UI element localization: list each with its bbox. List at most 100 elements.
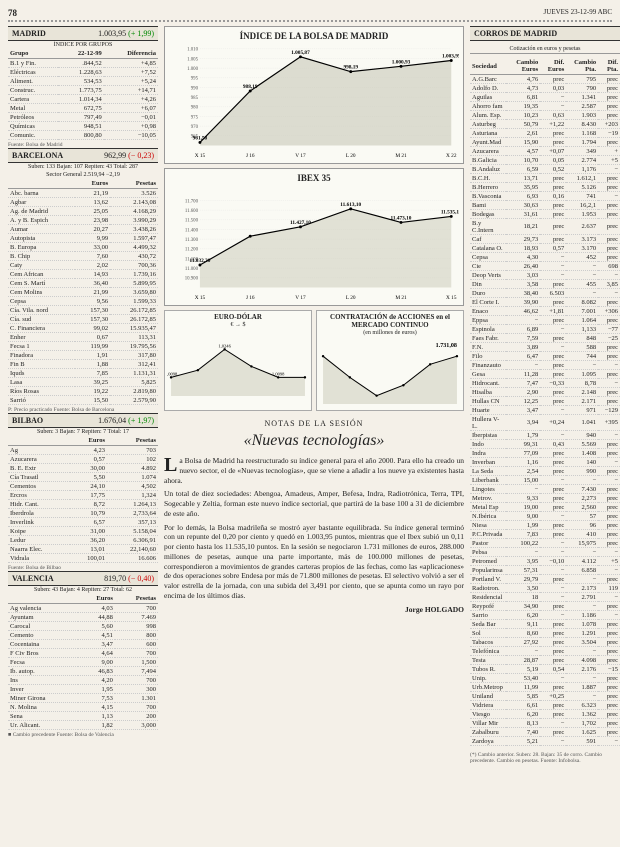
table-row: Ayuntam44,887.469 (8, 613, 158, 622)
table-row: Popularinsa57,31−6.858− (470, 566, 620, 575)
table-row: Cía Trasatl5,501.074 (8, 473, 158, 482)
table-row: El Corte I.39,90prec8.082prec (470, 298, 620, 307)
valencia-sub: Suben: 43 Bajan: 4 Repiten: 27 Total: 62 (8, 586, 158, 594)
table-row: Autopista9,991.597,47 (8, 234, 158, 243)
madrid-head: MADRID1.003,95 (+ 1,99) (8, 26, 158, 41)
table-row: Uniland5,85+0,25−prec (470, 692, 620, 701)
svg-text:11.535,10: 11.535,10 (441, 210, 459, 216)
table-row: Enher0,67113,31 (8, 333, 158, 342)
table-row: Viesgo6,20prec1.362prec (470, 710, 620, 719)
table-row: Sarrio6,20−1.186− (470, 611, 620, 620)
table-row: Tabacos27,92prec3.504prec (470, 638, 620, 647)
svg-text:985: 985 (191, 96, 199, 101)
table-row: Cementos24,104,502 (8, 482, 158, 491)
table-row: Cem S. Martí36,405.899,95 (8, 279, 158, 288)
svg-text:M 21: M 21 (395, 295, 407, 301)
corros-footnote: (*) Cambio anterior. Suben: 28. Bajan: 3… (470, 752, 620, 764)
table-row: La Seda2,54prec990prec (470, 467, 620, 476)
svg-text:V 17: V 17 (295, 295, 306, 301)
svg-text:975: 975 (191, 115, 199, 120)
table-row: N.Ibérica9,00−57prec (470, 512, 620, 521)
table-row: Caty2,02700,36 (8, 261, 158, 270)
table-row: Miner Girona7,531.301 (8, 694, 158, 703)
svg-text:L 20: L 20 (346, 153, 356, 159)
table-row: Tubos R.5,190,542.176−15 (470, 665, 620, 674)
svg-text:1.731,08: 1.731,08 (436, 343, 457, 349)
table-row: Ag4,23703 (8, 446, 158, 455)
svg-text:988,19: 988,19 (243, 84, 258, 90)
table-row: N. Molina4,15700 (8, 703, 158, 712)
table-row: Ag. de Madrid25,054.168,29 (8, 207, 158, 216)
table-row: Cartera1.014,34+4,26 (8, 95, 158, 104)
table-row: Azucarera4,57+0,07349+ (470, 147, 620, 156)
table-row: Asturiana2,61prec1.168−19 (470, 129, 620, 138)
table-row: Metal672,75+6,07 (8, 104, 158, 113)
table-row: Cía. sud157,3026.172,85 (8, 315, 158, 324)
valencia-table: EurosPesetasAg valencia4,03700Ayuntam44,… (8, 594, 158, 730)
table-row: Cie26,40−−698 (470, 262, 620, 271)
table-row: B.Andaluz6,590,521,176− (470, 165, 620, 174)
svg-text:961,58: 961,58 (193, 136, 208, 142)
svg-text:1.003,95: 1.003,95 (442, 54, 459, 60)
svg-text:10.900: 10.900 (185, 277, 199, 282)
byline: Jorge HOLGADO (164, 605, 464, 614)
barcelona-table: EurosPesetasAbc. barna21,193.526Agbar13,… (8, 179, 158, 405)
table-row: Faes Fabr.7,59prec848−25 (470, 334, 620, 343)
table-row: Químicas948,51+0,98 (8, 122, 158, 131)
table-row: Pastor100,22−15,975prec (470, 539, 620, 548)
table-row: Bami30,63prec16,2,1prec (470, 201, 620, 210)
session-notes: NOTAS DE LA SESIÓN «Nuevas tecnologías» … (164, 415, 464, 614)
table-row: Petróleos797,49−0,01 (8, 113, 158, 122)
table-row: Azucarera0,57102 (8, 455, 158, 464)
table-row: Caf29,73prec3.173prec (470, 235, 620, 244)
table-row: Comunic.800,80−10,05 (8, 131, 158, 140)
corros-sub: Cotización en euros y pesetas (470, 45, 620, 54)
table-row: Inverlink6,57357,13 (8, 518, 158, 527)
table-row: Abc. barna21,193.526 (8, 189, 158, 198)
svg-text:1.005: 1.005 (187, 57, 198, 62)
table-row: Cepsa9,561.599,33 (8, 297, 158, 306)
svg-text:1.010: 1.010 (187, 48, 198, 53)
barcelona-sub: Suben: 133 Bajan: 107 Repiten: 43 Total:… (8, 163, 158, 171)
table-row: Sarrió15,502.579,90 (8, 396, 158, 405)
table-row: Eppsa−prec1.064prec (470, 316, 620, 325)
svg-text:990: 990 (191, 86, 199, 91)
table-row: Metal Esp19,00prec2,560prec (470, 503, 620, 512)
table-row: Inver1,95300 (8, 685, 158, 694)
table-row: F.N.3,89−588prec (470, 343, 620, 352)
table-row: Bodegas31,61prec1.953prec (470, 210, 620, 219)
madrid-table: Grupo22-12-99DiferenciaB.1 y Fin..844,52… (8, 49, 158, 140)
table-row: Ayunt.Mad15,90prec1.794prec (470, 138, 620, 147)
svg-text:M 21: M 21 (395, 153, 407, 159)
table-row: Petromed3,95−0,104.112+5 (470, 557, 620, 566)
svg-text:X 22: X 22 (446, 153, 457, 159)
bilbao-head: BILBAO1.676,04 (+ 1,97) (8, 413, 158, 428)
table-row: Telefónica−prec−prec (470, 647, 620, 656)
table-row: B.Herrero35,95prec5.126prec (470, 183, 620, 192)
table-row: Indra77,09prec1.408prec (470, 449, 620, 458)
table-row: Inverban1,16prec140− (470, 458, 620, 467)
table-row: Eléctricas1.228,63+7,52 (8, 68, 158, 77)
svg-text:11.400: 11.400 (185, 228, 199, 233)
svg-text:11.473,10: 11.473,10 (391, 216, 412, 222)
svg-text:11.427,10: 11.427,10 (290, 220, 311, 226)
svg-text:X 15: X 15 (195, 153, 206, 159)
table-row: Indo99,310,435.569prec (470, 440, 620, 449)
table-row: C. Financiera99,0215.935,47 (8, 324, 158, 333)
table-row: Sena1,13200 (8, 712, 158, 721)
table-row: Aumar20,273.438,26 (8, 225, 158, 234)
table-row: Iberdrola10,792,733,64 (8, 509, 158, 518)
table-row: Din3,58prec4553,85 (470, 280, 620, 289)
svg-text:J 16: J 16 (246, 153, 255, 159)
svg-text:1.000,93: 1.000,93 (392, 59, 411, 65)
chart-sub: € → $ (167, 321, 309, 329)
left-column: MADRID1.003,95 (+ 1,99)ÍNDICE POR GRUPOS… (8, 26, 158, 764)
svg-text:L 20: L 20 (346, 295, 356, 301)
table-row: Ahorro fam19,35−2.587prec (470, 102, 620, 111)
table-row: Enaco46,62+1,817.001+306 (470, 307, 620, 316)
svg-text:998,19: 998,19 (343, 65, 358, 71)
table-row: Cocentaina3,47600 (8, 640, 158, 649)
table-row: Reypofé34,90prec−prec (470, 602, 620, 611)
table-row: B. Chip7,60430,72 (8, 252, 158, 261)
table-row: Radiotron.3,50−2.173119 (470, 584, 620, 593)
